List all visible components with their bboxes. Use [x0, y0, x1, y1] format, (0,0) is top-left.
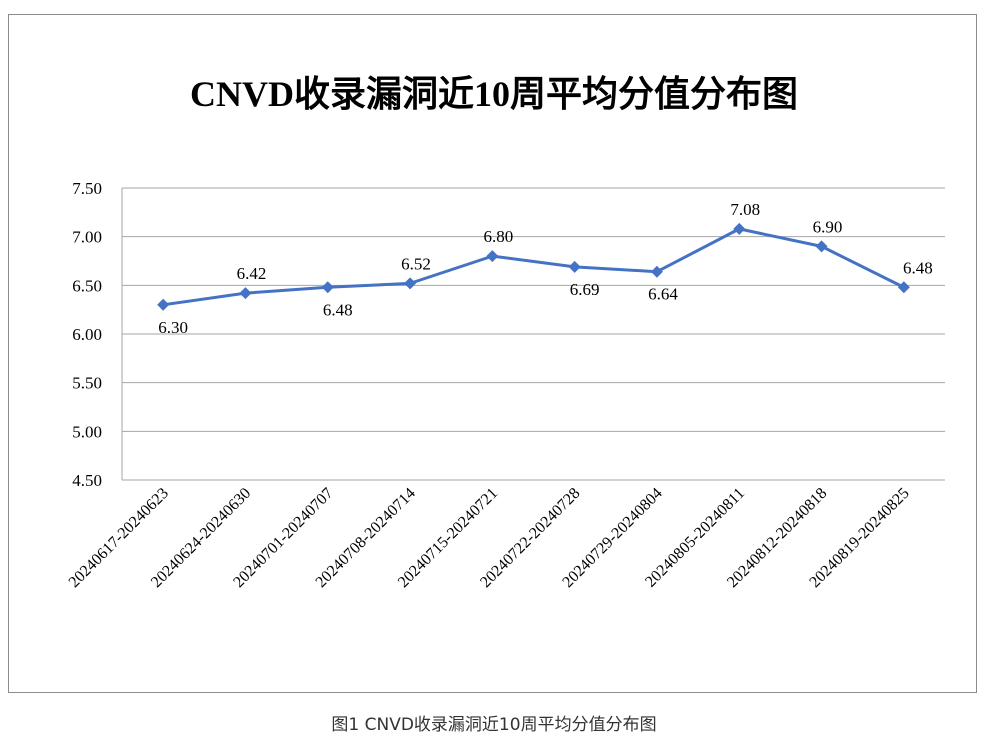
- data-point: [404, 277, 417, 290]
- data-point: [897, 281, 910, 294]
- data-label: 6.48: [903, 258, 933, 277]
- data-point: [568, 260, 581, 273]
- data-label: 6.52: [401, 254, 431, 273]
- y-tick-label: 5.00: [72, 422, 102, 441]
- y-tick-label: 4.50: [72, 471, 102, 490]
- y-tick-label: 6.00: [72, 325, 102, 344]
- y-tick-label: 6.50: [72, 276, 102, 295]
- data-point: [321, 281, 334, 294]
- data-label: 6.30: [158, 318, 188, 337]
- data-label: 6.90: [813, 217, 843, 236]
- data-label: 6.64: [648, 285, 678, 304]
- data-point: [239, 287, 252, 300]
- chart-title: CNVD收录漏洞近10周平均分值分布图: [190, 74, 798, 114]
- chart-frame: [8, 14, 977, 693]
- data-point: [486, 250, 499, 263]
- figure-caption: 图1 CNVD收录漏洞近10周平均分值分布图: [331, 715, 657, 735]
- data-label: 6.42: [237, 264, 267, 283]
- data-point: [650, 265, 663, 278]
- data-point: [157, 298, 170, 311]
- y-tick-label: 5.50: [72, 374, 102, 393]
- data-label: 6.69: [570, 280, 600, 299]
- data-label: 6.48: [323, 300, 353, 319]
- data-label: 7.08: [730, 200, 760, 219]
- data-point: [733, 222, 746, 235]
- y-tick-label: 7.00: [72, 228, 102, 247]
- data-point: [815, 240, 828, 253]
- line-chart: CNVD收录漏洞近10周平均分值分布图 4.50 5.00 5.50 6.00 6.50…: [66, 74, 945, 591]
- y-tick-label: 7.50: [72, 179, 102, 198]
- data-label: 6.80: [483, 227, 513, 246]
- series-line: [162, 227, 905, 307]
